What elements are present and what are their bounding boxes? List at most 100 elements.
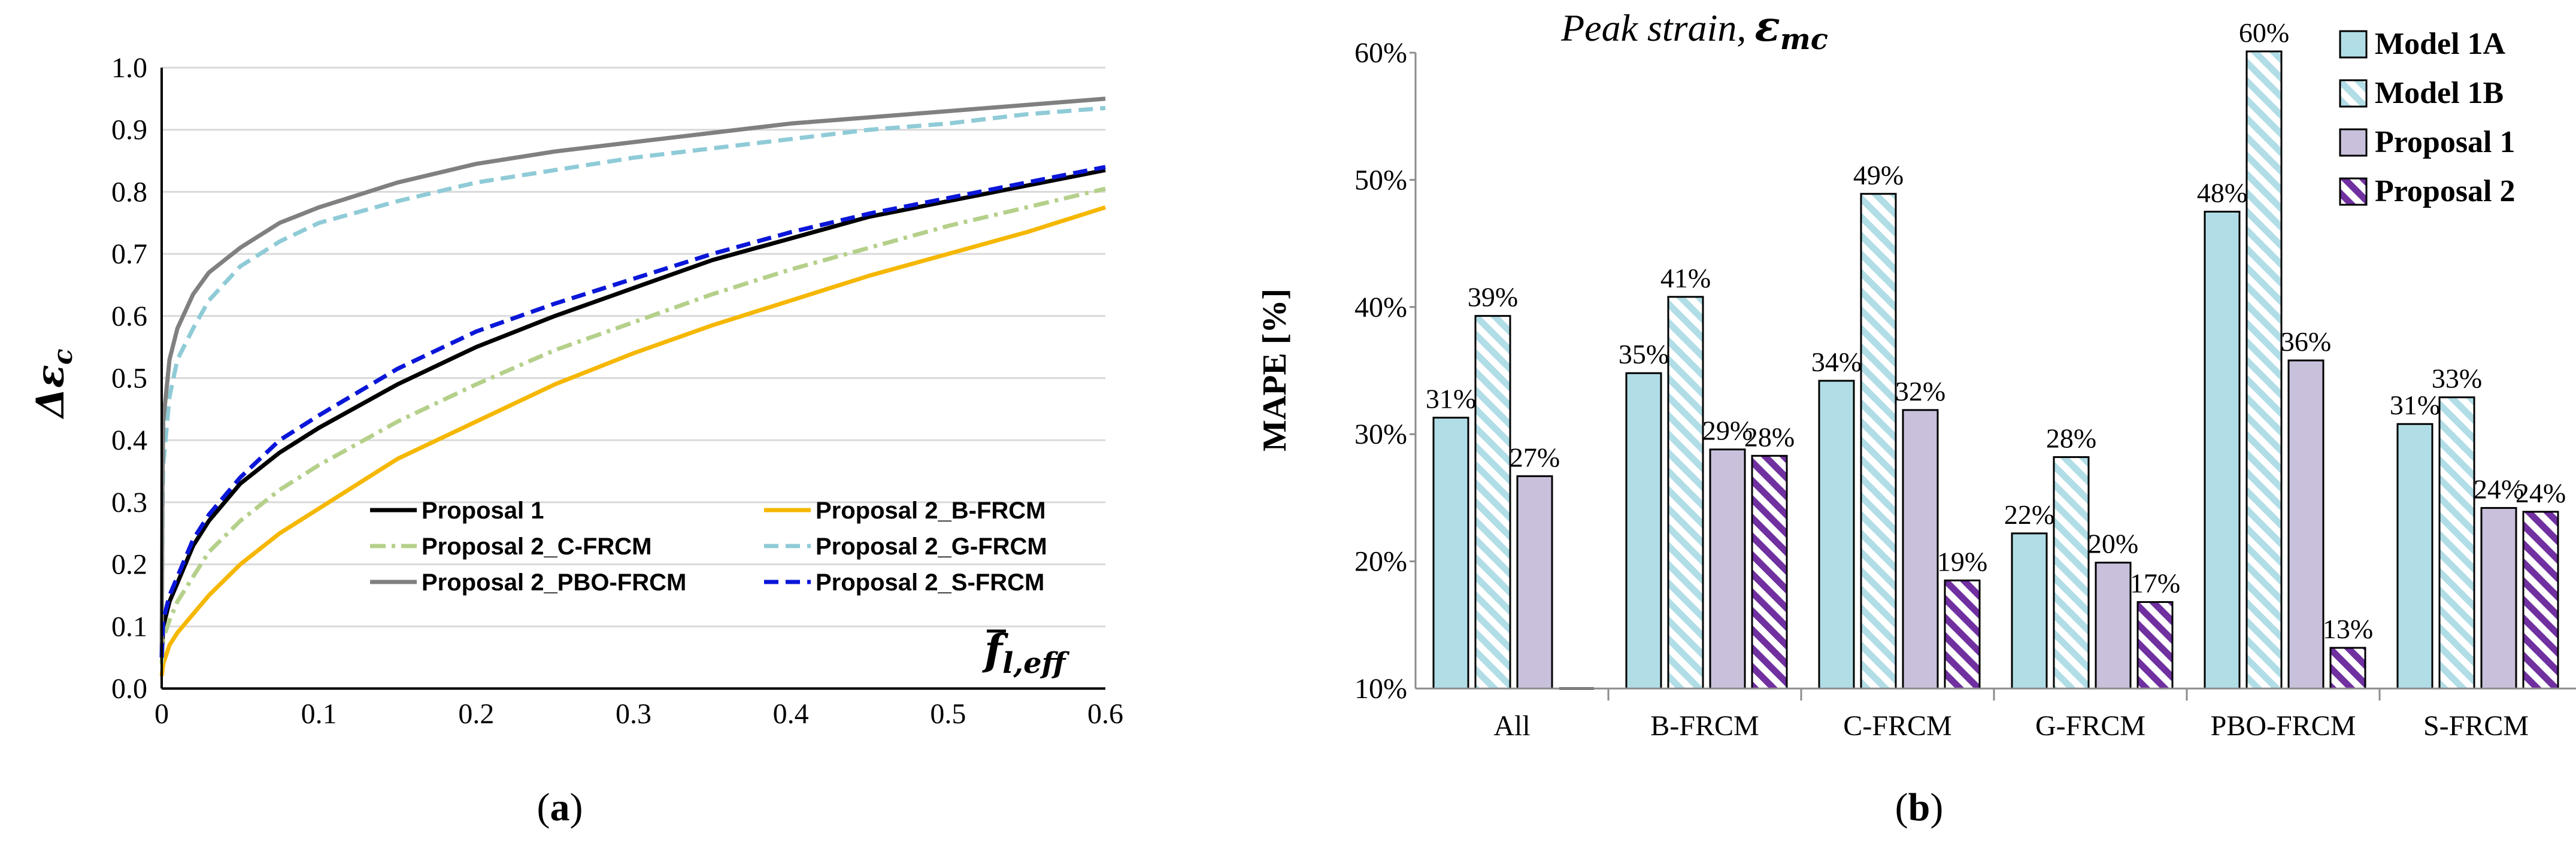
chart-b-y-tick-label: 30% <box>1354 419 1407 450</box>
chart-b-bar-proposal-2-b-frcm <box>1751 454 1788 690</box>
chart-b-legend-swatch-model-1a <box>2339 30 2368 59</box>
chart-a-y-title-sub: c <box>48 348 78 365</box>
svg-text:fl,eff: fl,eff <box>981 625 1070 680</box>
chart-b-data-label-proposal-2-b-frcm: 28% <box>1744 422 1795 452</box>
chart-a-y-tick-label: 0.3 <box>111 487 147 518</box>
chart-a-y-tick-label: 0.7 <box>111 238 147 270</box>
chart-a-x-title-sub: l,eff <box>1002 647 1069 680</box>
chart-a-line-proposal-2-c-frcm <box>159 186 1106 664</box>
chart-a-legend-label-proposal-2-s-frcm: Proposal 2_S-FRCM <box>816 569 1044 596</box>
chart-b-y-tick-label: 40% <box>1354 292 1407 323</box>
chart-b-bar-proposal-2-c-frcm <box>1944 579 1981 690</box>
chart-a-line-proposal-2-s-frcm <box>159 165 1106 658</box>
chart-b-data-label-model-1a-b-frcm: 35% <box>1619 339 1669 369</box>
chart-a-y-tick-label: 0.0 <box>111 673 147 705</box>
chart-b-data-label-model-1a-g-frcm: 22% <box>2004 499 2054 530</box>
chart-b-legend-swatch-proposal-2 <box>2339 177 2368 206</box>
chart-b-legend-label-model-1b: Model 1B <box>2375 76 2504 110</box>
chart-a-line-proposal-2-g-frcm <box>159 105 1106 658</box>
chart-b-bar-model-1a-s-frcm <box>2396 423 2433 690</box>
chart-a-y-tick-label: 0.4 <box>111 424 147 456</box>
chart-a-legend: Proposal 1 Proposal 2_B-FRCM Proposal 2_C-… <box>370 498 1047 596</box>
chart-a-y-tick-labels: 0.0 0.1 0.2 0.3 0.4 0.5 0.6 0.7 0.8 0.9 1.0 <box>111 52 147 705</box>
chart-b-category-labels: All B-FRCM C-FRCM G-FRCM PBO-FRCM S-FRCM <box>1493 710 2529 742</box>
chart-b-bar-model-1a-g-frcm <box>2011 532 2048 690</box>
chart-b-data-label-model-1b-b-frcm: 41% <box>1660 263 1711 293</box>
chart-a-x-tick-label: 0.3 <box>616 698 651 730</box>
chart-b-y-tick-label: 60% <box>1354 37 1407 69</box>
chart-b-category-pbo-frcm: PBO-FRCM <box>2211 710 2356 742</box>
chart-a-y-tick-label: 0.9 <box>111 114 147 146</box>
chart-b-bar-proposal-1-c-frcm <box>1902 409 1939 690</box>
chart-b-data-label-model-1b-c-frcm: 49% <box>1853 160 1904 190</box>
chart-a-x-tick-label: 0 <box>154 698 169 730</box>
chart-a-line-proposal-2-b-frcm <box>159 205 1107 677</box>
chart-b-bar-proposal-2-g-frcm <box>2136 601 2174 690</box>
chart-b-category-all: All <box>1493 710 1530 742</box>
chart-a-y-tick-label: 0.8 <box>111 176 147 208</box>
chart-a-legend-label-proposal-1: Proposal 1 <box>422 498 544 524</box>
chart-b-bar-model-1a-all <box>1432 417 1469 690</box>
chart-b-data-label-proposal-1-b-frcm: 29% <box>1702 416 1753 446</box>
chart-b-bar-model-1a-pbo-frcm <box>2204 211 2241 690</box>
chart-b-bar-proposal-1-all <box>1516 475 1553 690</box>
chart-a-x-tick-label: 0.5 <box>930 698 966 730</box>
chart-a-y-tick-label: 0.1 <box>111 611 147 642</box>
chart-b-category-c-frcm: C-FRCM <box>1843 710 1951 742</box>
chart-b-data-label-model-1a-all: 31% <box>1426 384 1476 414</box>
chart-b-data-label-model-1b-all: 39% <box>1468 282 1518 313</box>
chart-a-y-tick-label: 0.2 <box>111 549 147 581</box>
chart-b-bar-model-1b-g-frcm <box>2053 456 2090 690</box>
chart-a-line-proposal-2-pbo-frcm <box>159 96 1106 658</box>
chart-b-legend-label-proposal-2: Proposal 2 <box>2375 174 2516 208</box>
chart-b-data-label-model-1a-c-frcm: 34% <box>1811 347 1862 377</box>
chart-b-data-label-model-1a-pbo-frcm: 48% <box>2197 178 2247 208</box>
caption-a: (a) <box>537 786 583 829</box>
chart-a-x-tick-label: 0.6 <box>1087 698 1123 730</box>
chart-b-data-label-model-1a-s-frcm: 31% <box>2390 390 2440 420</box>
chart-a-y-title-symbol: Δε <box>28 365 73 420</box>
chart-b-y-tick-label: 50% <box>1354 164 1407 196</box>
chart-b-bar-proposal-1-s-frcm <box>2480 507 2517 690</box>
chart-b-legend-label-proposal-1: Proposal 1 <box>2375 125 2516 159</box>
chart-a-legend-label-proposal-2-b-frcm: Proposal 2_B-FRCM <box>816 498 1046 524</box>
mape-bar-chart: Peak strain, εmc MAPE [%] 10% 20% 30% 40% 50%… <box>1256 1 2576 829</box>
chart-b-data-label-proposal-2-pbo-frcm: 13% <box>2323 614 2373 644</box>
chart-b-bar-proposal-1-pbo-frcm <box>2287 359 2325 690</box>
chart-b-bar-model-1b-s-frcm <box>2438 396 2475 690</box>
chart-a-line-proposal-1 <box>159 168 1106 658</box>
strain-increment-line-chart: 0 0.1 0.2 0.3 0.4 0.5 0.6 0.00.10.20.30.40.50.… <box>28 52 1123 829</box>
chart-a-y-tick-label: 1.0 <box>111 52 147 84</box>
chart-b-bar-model-1a-b-frcm <box>1625 372 1662 690</box>
chart-b-data-label-proposal-2-g-frcm: 17% <box>2130 568 2180 599</box>
chart-b-data-label-proposal-1-pbo-frcm: 36% <box>2281 326 2331 357</box>
chart-b-legend: Model 1A Model 1B Proposal 1 Proposal 2 <box>2339 27 2516 208</box>
chart-b-bar-model-1b-pbo-frcm <box>2245 50 2283 690</box>
chart-a-y-axis-title: Δεc <box>28 348 78 420</box>
chart-b-title-prefix: Peak strain, <box>1560 7 1746 49</box>
chart-b-y-tick-label: 20% <box>1354 546 1407 578</box>
chart-b-bar-model-1b-b-frcm <box>1667 296 1704 690</box>
chart-b-title: Peak strain, εmc <box>1560 1 1828 56</box>
chart-a-x-axis-title: fl,eff <box>981 625 1070 680</box>
chart-b-bar-model-1b-c-frcm <box>1860 193 1897 690</box>
chart-b-bar-model-1b-all <box>1474 315 1511 690</box>
chart-a-x-tick-label: 0.4 <box>773 698 809 730</box>
chart-b-data-label-proposal-1-c-frcm: 32% <box>1895 376 1945 407</box>
chart-a-x-tick-label: 0.2 <box>458 698 494 730</box>
chart-b-data-label-model-1b-g-frcm: 28% <box>2046 423 2096 453</box>
chart-b-bar-proposal-2-s-frcm <box>2522 511 2559 690</box>
chart-b-y-axis-title: MAPE [%] <box>1256 289 1293 451</box>
chart-b-bar-proposal-2-pbo-frcm <box>2329 647 2366 690</box>
chart-a-legend-label-proposal-2-c-frcm: Proposal 2_C-FRCM <box>422 533 652 560</box>
chart-a-legend-label-proposal-2-g-frcm: Proposal 2_G-FRCM <box>816 533 1047 560</box>
chart-a-x-tick-label: 0.1 <box>301 698 337 730</box>
chart-b-title-symbol: ε <box>1754 1 1780 51</box>
chart-a-gridlines <box>162 66 1105 627</box>
chart-b-data-label-proposal-2-c-frcm: 19% <box>1937 546 1987 577</box>
chart-b-data-label-proposal-1-s-frcm: 24% <box>2474 474 2524 504</box>
chart-b-category-g-frcm: G-FRCM <box>2035 710 2145 742</box>
chart-b-y-tick-labels: 10% 20% 30% 40% 50% 60% <box>1354 37 1416 705</box>
chart-b-data-label-proposal-2-s-frcm: 24% <box>2516 478 2566 508</box>
